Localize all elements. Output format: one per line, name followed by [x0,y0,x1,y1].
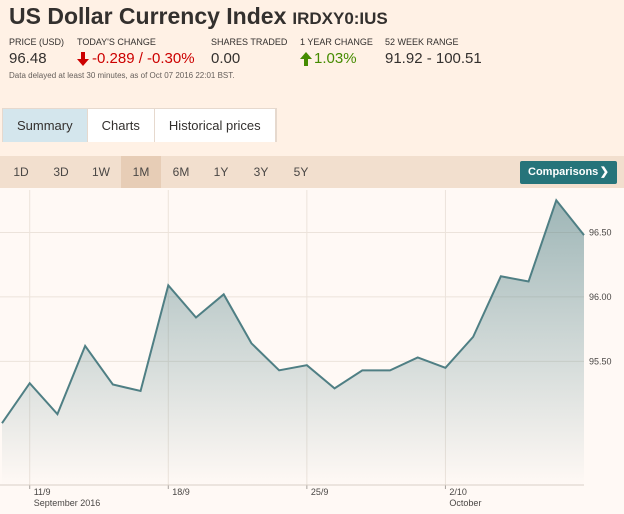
range-button[interactable]: 3D [53,165,69,179]
x-tick-label: 11/9 [34,487,51,497]
title-row: US Dollar Currency Index IRDXY0:IUS [9,3,388,30]
x-group-label: September 2016 [34,498,101,508]
range-button[interactable]: 1Y [213,165,229,179]
line [1,198,585,424]
y-tick-label: 95.50 [589,356,612,366]
range-button[interactable]: 6M [172,165,190,179]
comparisons-button[interactable]: Comparisons ❯ [520,161,617,184]
x-tick-label: 25/9 [311,487,329,497]
y-tick-label: 96.50 [589,228,612,238]
range-button[interactable]: 3Y [253,165,269,179]
symbol: IRDXY0:IUS [292,9,388,28]
stat-value: 1.03% [314,50,357,67]
stat-label: TODAY'S CHANGE [77,37,156,47]
stat-value: 96.48 [9,50,47,67]
y-tick-label: 96.00 [589,292,612,302]
stat-label: SHARES TRADED [211,37,288,47]
tab[interactable]: Summary [3,109,88,142]
tab-bar: Summary Charts Historical prices [2,108,277,142]
down-arrow [77,52,89,66]
stat-value: 0.00 [211,50,241,67]
tab[interactable]: Historical prices [155,109,276,142]
x-tick-label: 2/10 [449,487,467,497]
range-button[interactable]: 5Y [293,165,309,179]
x-tick-label: 18/9 [172,487,190,497]
x-group-label: October [449,498,481,508]
up-arrow [300,52,312,66]
area [2,200,584,486]
stat-value: -0.289 / -0.30% [92,50,195,67]
stat-value: 91.92 - 100.51 [385,50,482,67]
range-button[interactable]: 1M [121,156,161,188]
range-button[interactable]: 1W [92,165,110,179]
stat-label: 52 WEEK RANGE [385,37,459,47]
stat-label: 1 YEAR CHANGE [300,37,373,47]
range-button[interactable]: 1D [13,165,29,179]
stat-label: PRICE (USD) [9,37,65,47]
data-note: Data delayed at least 30 minutes, as of … [9,71,235,80]
comparisons-label: Comparisons [528,166,599,178]
chevron: ❯ [599,166,609,178]
title: US Dollar Currency Index [9,3,287,29]
tab[interactable]: Charts [88,109,155,142]
